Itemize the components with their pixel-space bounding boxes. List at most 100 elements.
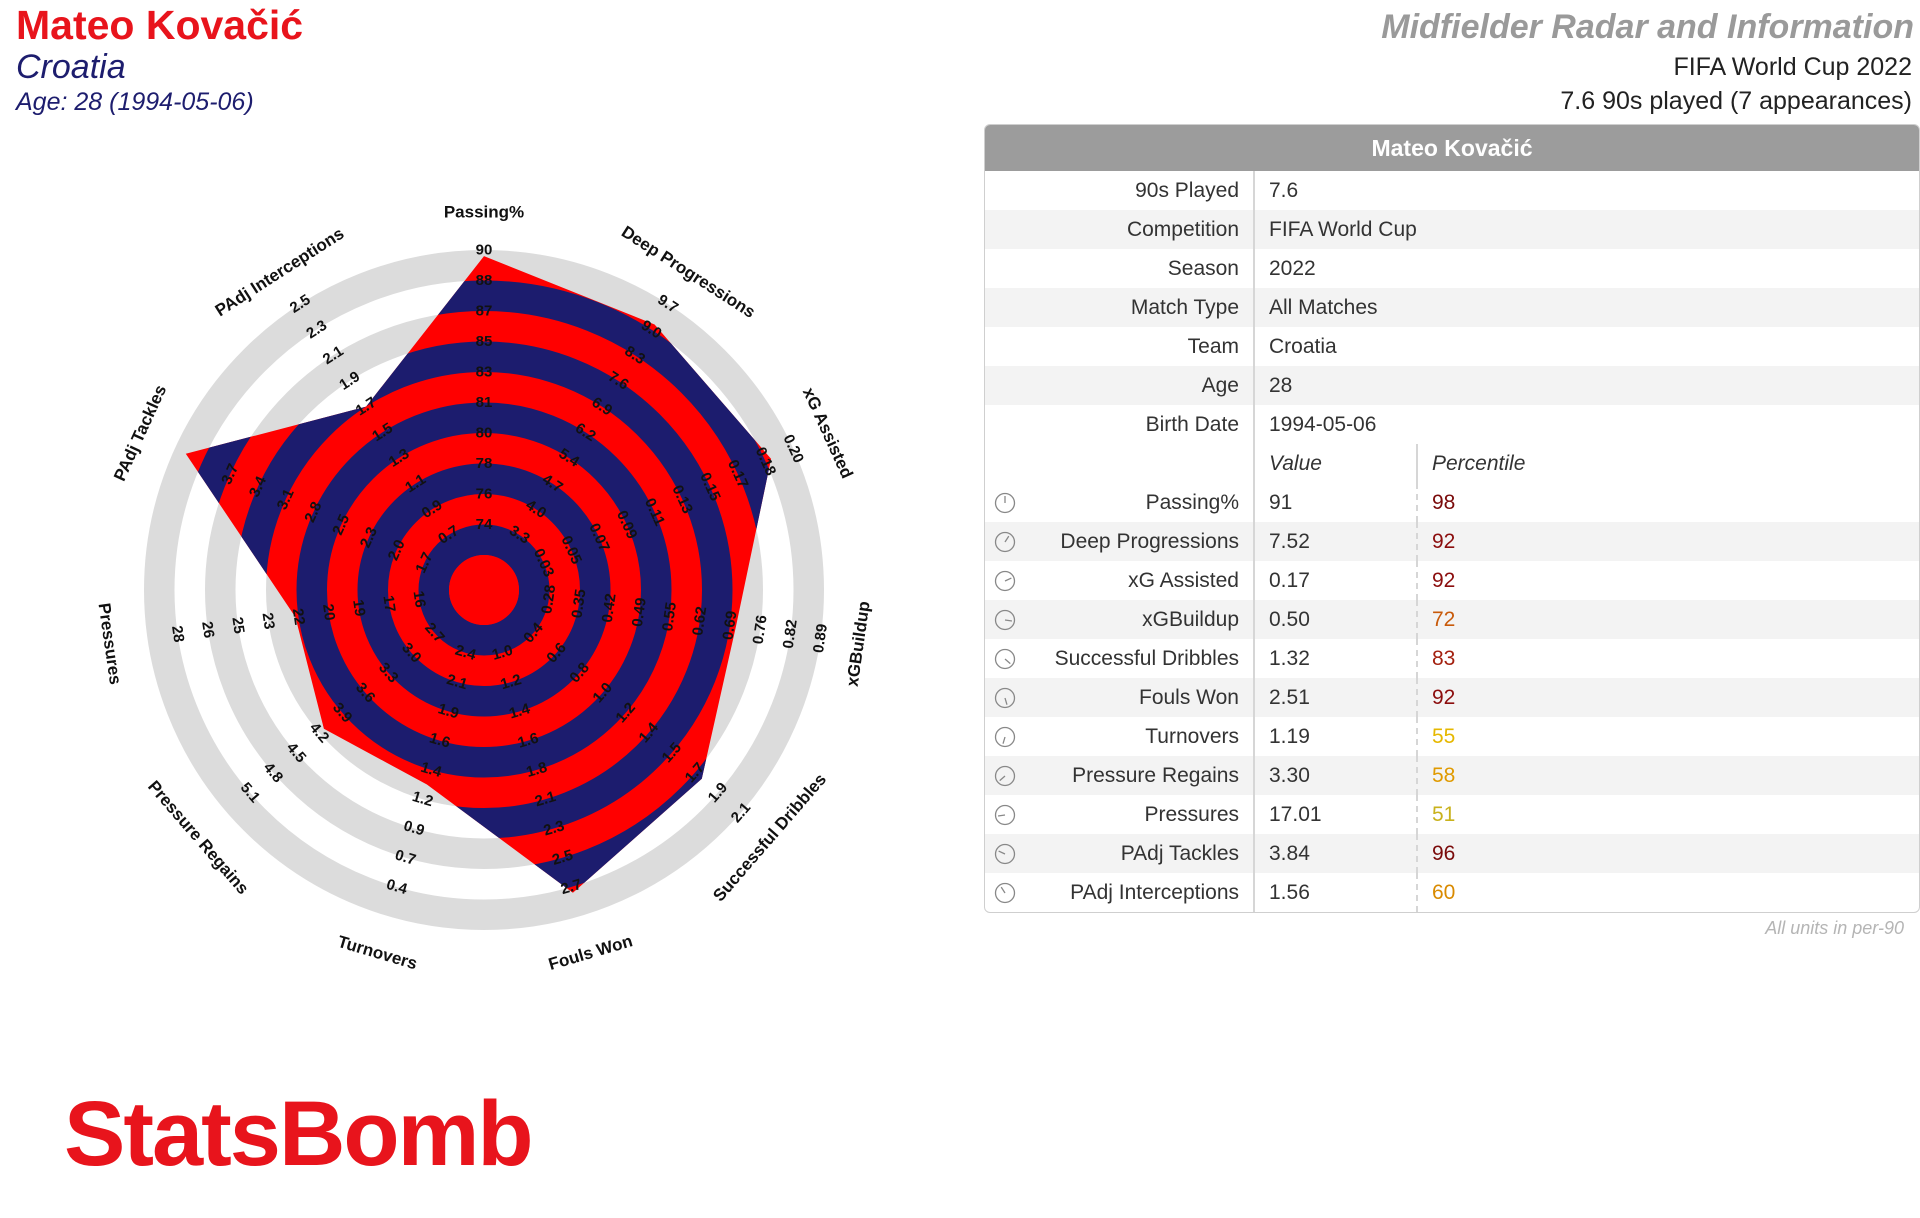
radar-band <box>357 463 611 717</box>
clock-icon <box>985 531 1025 553</box>
metric-label: PAdj Interceptions <box>1025 873 1255 912</box>
radar-tick-label: 83 <box>476 364 493 381</box>
metric-rows: Passing% 91 98 Deep Progressions 7.52 92 xG As… <box>985 483 1919 912</box>
info-key: Birth Date <box>985 405 1255 444</box>
metric-percentile: 72 <box>1432 607 1456 631</box>
radar-tick-label: 0.7 <box>393 847 418 869</box>
metric-header-row: Value Percentile <box>985 444 1919 483</box>
page-title: Midfielder Radar and Information <box>1381 8 1914 46</box>
radar-tick-label: 16 <box>410 590 429 609</box>
metric-value: 17.01 <box>1255 795 1418 834</box>
metric-label: Successful Dribbles <box>1025 639 1255 678</box>
metric-label: Deep Progressions <box>1025 522 1255 561</box>
radar-tick-label: 1.0 <box>490 642 515 664</box>
radar-tick-label: 0.9 <box>402 817 427 839</box>
radar-axis-label: Fouls Won <box>546 931 634 974</box>
radar-axis-label: Passing% <box>444 203 524 222</box>
radar-tick-label: 2.1 <box>533 788 558 810</box>
metric-value: 91 <box>1255 483 1418 522</box>
radar-tick-label: 0.42 <box>599 592 620 623</box>
percentile-header: Percentile <box>1432 451 1526 475</box>
metric-percentile: 60 <box>1432 880 1456 904</box>
info-value: 7.6 <box>1269 178 1299 202</box>
radar-tick-label: 22 <box>289 607 308 626</box>
radar-tick-label: 2.1 <box>445 671 470 693</box>
played-line: 7.6 90s played (7 appearances) <box>1560 87 1912 115</box>
radar-core <box>449 555 519 625</box>
radar-tick-label: 2.7 <box>559 876 584 898</box>
radar-tick-label: 1.4 <box>507 700 532 722</box>
radar-axis-label: xGBuildup <box>843 600 874 688</box>
radar-axis-label: Turnovers <box>336 932 420 973</box>
radar-tick-label: 1.6 <box>516 730 541 752</box>
metric-percentile: 98 <box>1432 490 1456 514</box>
radar-tick-label: 78 <box>476 455 493 472</box>
radar-tick-label: 0.35 <box>569 588 590 619</box>
radar-tick-label: 90 <box>476 242 493 259</box>
radar-tick-label: 0.62 <box>689 605 710 636</box>
statsbomb-logo: StatsBomb <box>64 1083 534 1185</box>
radar-band <box>418 524 550 656</box>
info-key: Age <box>985 366 1255 405</box>
metric-value: 1.32 <box>1255 639 1418 678</box>
radar-tick-label: 1.8 <box>524 759 549 781</box>
radar-tick-label: 0.89 <box>810 623 831 654</box>
info-key: Season <box>985 249 1255 288</box>
metric-value: 0.50 <box>1255 600 1418 639</box>
clock-icon <box>985 726 1025 748</box>
info-row: Team Croatia <box>985 327 1919 366</box>
info-row: Birth Date 1994-05-06 <box>985 405 1919 444</box>
clock-icon <box>985 648 1025 670</box>
radar-tick-label: 1.2 <box>499 671 524 693</box>
clock-icon <box>985 882 1025 904</box>
metric-row: Successful Dribbles 1.32 83 <box>985 639 1919 678</box>
info-key: Competition <box>985 210 1255 249</box>
metric-row: PAdj Tackles 3.84 96 <box>985 834 1919 873</box>
radar-tick-label: 28 <box>168 625 187 644</box>
metric-percentile: 92 <box>1432 568 1456 592</box>
metric-label: Fouls Won <box>1025 678 1255 717</box>
metric-percentile: 83 <box>1432 646 1456 670</box>
radar-tick-label: 1.4 <box>419 759 444 781</box>
metric-percentile: 92 <box>1432 685 1456 709</box>
metric-row: Deep Progressions 7.52 92 <box>985 522 1919 561</box>
metric-percentile: 92 <box>1432 529 1456 553</box>
metric-row: Pressures 17.01 51 <box>985 795 1919 834</box>
radar-tick-label: 88 <box>476 272 493 289</box>
info-row: Season 2022 <box>985 249 1919 288</box>
metric-label: xGBuildup <box>1025 600 1255 639</box>
metric-percentile: 96 <box>1432 841 1456 865</box>
radar-tick-label: 0.69 <box>720 610 741 641</box>
table-title: Mateo Kovačić <box>985 125 1919 171</box>
radar-tick-label: 26 <box>198 620 217 639</box>
metric-percentile: 51 <box>1432 802 1456 826</box>
metric-label: Pressures <box>1025 795 1255 834</box>
metric-value: 1.19 <box>1255 717 1418 756</box>
info-table: Mateo Kovačić 90s Played 7.6 Competition FI… <box>984 124 1920 913</box>
radar-tick-label: 80 <box>476 425 493 442</box>
radar-tick-label: 2.5 <box>550 847 575 869</box>
metric-label: Passing% <box>1025 483 1255 522</box>
metric-percentile: 58 <box>1432 763 1456 787</box>
radar-axis-label: PAdj Tackles <box>110 382 170 484</box>
metric-row: Turnovers 1.19 55 <box>985 717 1919 756</box>
units-note: All units in per-90 <box>1765 918 1904 938</box>
clock-icon <box>985 765 1025 787</box>
info-key: Team <box>985 327 1255 366</box>
radar-tick-label: 17 <box>379 594 398 613</box>
info-value: 28 <box>1269 373 1293 397</box>
metric-value: 0.17 <box>1255 561 1418 600</box>
competition-line: FIFA World Cup 2022 <box>1673 53 1912 81</box>
metric-value: 3.84 <box>1255 834 1418 873</box>
metric-label: xG Assisted <box>1025 561 1255 600</box>
radar-tick-label: 23 <box>259 612 278 631</box>
radar-chart: 74767880818385878890Passing%3.34.04.75.4… <box>95 203 874 975</box>
metric-row: xG Assisted 0.17 92 <box>985 561 1919 600</box>
radar-tick-label: 20 <box>319 603 338 622</box>
value-header: Value <box>1255 444 1418 483</box>
radar-tick-label: 1.9 <box>436 700 461 722</box>
player-age: Age: 28 (1994-05-06) <box>16 88 254 116</box>
radar-tick-label: 0.55 <box>659 601 680 632</box>
radar-band <box>296 402 672 778</box>
info-row: Age 28 <box>985 366 1919 405</box>
